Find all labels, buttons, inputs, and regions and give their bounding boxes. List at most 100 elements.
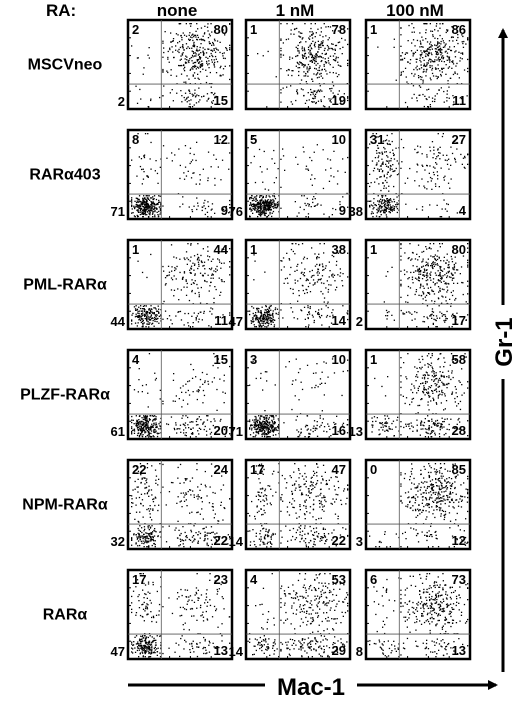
quadrant-upper-left-percent: 31	[370, 132, 384, 147]
panel-frame	[364, 18, 472, 111]
quadrant-upper-left-percent: 2	[132, 22, 139, 37]
quadrant-lower-right-percent: 13	[452, 643, 466, 658]
quadrant-lower-left-percent: 14	[229, 534, 244, 549]
quadrant-upper-right-percent: 78	[332, 22, 346, 37]
quadrant-upper-right-percent: 15	[214, 352, 228, 367]
quadrant-lower-right-percent: 14	[332, 313, 347, 328]
row-label: PML-RARα	[23, 277, 107, 294]
quadrant-upper-left-percent: 4	[250, 572, 258, 587]
scatter-panel: 1 86 11	[364, 18, 472, 111]
scatter-panel: 3 10 71 16	[229, 348, 352, 441]
quadrant-upper-left-percent: 1	[132, 242, 139, 257]
column-header-100nm: 100 nM	[386, 1, 444, 20]
quadrant-lower-right-percent: 4	[459, 203, 467, 218]
quadrant-upper-right-percent: 73	[452, 572, 466, 587]
quadrant-upper-right-percent: 27	[452, 132, 466, 147]
quadrant-lower-right-percent: 9	[339, 203, 346, 218]
quadrant-upper-left-percent: 1	[250, 242, 257, 257]
quadrant-upper-right-percent: 10	[332, 352, 346, 367]
quadrant-lower-right-percent: 19	[332, 93, 346, 108]
quadrant-upper-right-percent: 80	[214, 22, 228, 37]
scatter-panel: 4 15 61 20	[111, 348, 234, 441]
event-dots	[131, 463, 231, 548]
quadrant-lower-left-percent: 32	[111, 534, 125, 549]
row-label: MSCVneo	[28, 57, 103, 74]
quadrant-lower-right-percent: 17	[452, 313, 466, 328]
scatter-panel: 1 58 13 28	[349, 348, 472, 441]
quadrant-upper-right-percent: 47	[332, 462, 346, 477]
quadrant-upper-left-percent: 17	[250, 462, 264, 477]
scatter-panel: 1 78 19	[244, 18, 352, 111]
scatter-panel: 1 44 44 11	[111, 238, 234, 331]
quadrant-upper-left-percent: 0	[370, 462, 377, 477]
event-dots	[131, 243, 231, 328]
event-dots	[371, 353, 469, 438]
column-header-none: none	[157, 1, 198, 20]
event-dots	[249, 135, 349, 218]
quadrant-lower-right-percent: 13	[214, 643, 228, 658]
row-label: RARα	[43, 607, 88, 624]
panel-frame	[364, 128, 472, 221]
quadrant-lower-left-percent: 47	[229, 314, 243, 329]
quadrant-upper-right-percent: 58	[452, 352, 466, 367]
event-dots	[377, 23, 469, 108]
scatter-panel: 5 10 76 9	[229, 128, 352, 221]
quadrant-lower-left-percent: 2	[356, 314, 363, 329]
event-dots	[131, 133, 231, 218]
quadrant-upper-right-percent: 53	[332, 572, 346, 587]
quadrant-upper-right-percent: 24	[214, 462, 229, 477]
scatter-panel: 0 85 3 12	[356, 458, 472, 551]
event-dots	[369, 463, 469, 548]
quadrant-lower-left-percent: 47	[111, 644, 125, 659]
quadrant-lower-left-percent: 61	[111, 424, 125, 439]
scatter-panel: 8 12 71 9	[111, 128, 234, 221]
quadrant-lower-left-percent: 71	[111, 204, 125, 219]
quadrant-lower-right-percent: 29	[332, 643, 346, 658]
quadrant-upper-left-percent: 1	[370, 242, 377, 257]
quadrant-lower-right-percent: 22	[332, 533, 346, 548]
event-dots	[249, 463, 349, 548]
scatter-panel: 4 53 14 29	[229, 568, 352, 661]
scatter-panel: 2 80 2 15	[118, 18, 234, 111]
scatter-panel: 31 27 38 4	[349, 128, 472, 221]
quadrant-lower-right-percent: 11	[452, 93, 466, 108]
quadrant-upper-left-percent: 22	[132, 462, 146, 477]
quadrant-lower-right-percent: 16	[332, 423, 346, 438]
scatter-panel: 1 80 2 17	[356, 238, 472, 331]
quadrant-lower-left-percent: 2	[118, 94, 125, 109]
event-dots	[383, 243, 469, 328]
quadrant-upper-right-percent: 12	[214, 132, 228, 147]
quadrant-upper-right-percent: 10	[332, 132, 346, 147]
quadrant-lower-left-percent: 13	[349, 424, 363, 439]
quadrant-upper-left-percent: 3	[250, 352, 257, 367]
quadrant-upper-left-percent: 6	[370, 572, 377, 587]
quadrant-lower-right-percent: 11	[214, 313, 228, 328]
quadrant-lower-left-percent: 76	[229, 204, 243, 219]
quadrant-upper-left-percent: 8	[132, 132, 139, 147]
quadrant-upper-right-percent: 23	[214, 572, 228, 587]
quadrant-lower-left-percent: 8	[356, 644, 363, 659]
quadrant-upper-left-percent: 1	[250, 22, 257, 37]
scatter-panel: 1 38 47 14	[229, 238, 352, 331]
ra-label: RA:	[46, 1, 76, 20]
panel-frame	[364, 568, 472, 661]
panel-frame	[126, 348, 234, 441]
quadrant-lower-right-percent: 9	[221, 203, 228, 218]
quadrant-upper-right-percent: 44	[214, 242, 229, 257]
y-axis-label: Gr-1	[491, 317, 518, 366]
event-dots	[131, 23, 231, 108]
column-header-1nm: 1 nM	[276, 1, 315, 20]
quadrant-lower-right-percent: 28	[452, 423, 466, 438]
x-axis-label: Mac-1	[277, 674, 345, 701]
scatter-panel: 6 73 8 13	[356, 568, 472, 661]
quadrant-lower-right-percent: 15	[214, 93, 228, 108]
row-label: RARα403	[29, 167, 100, 184]
quadrant-lower-right-percent: 20	[214, 423, 228, 438]
event-dots	[369, 573, 469, 658]
quadrant-lower-left-percent: 3	[356, 534, 363, 549]
quadrant-upper-left-percent: 1	[370, 352, 377, 367]
quadrant-upper-left-percent: 4	[132, 352, 140, 367]
event-dots	[257, 23, 349, 108]
row-label: PLZF-RARα	[20, 387, 110, 404]
